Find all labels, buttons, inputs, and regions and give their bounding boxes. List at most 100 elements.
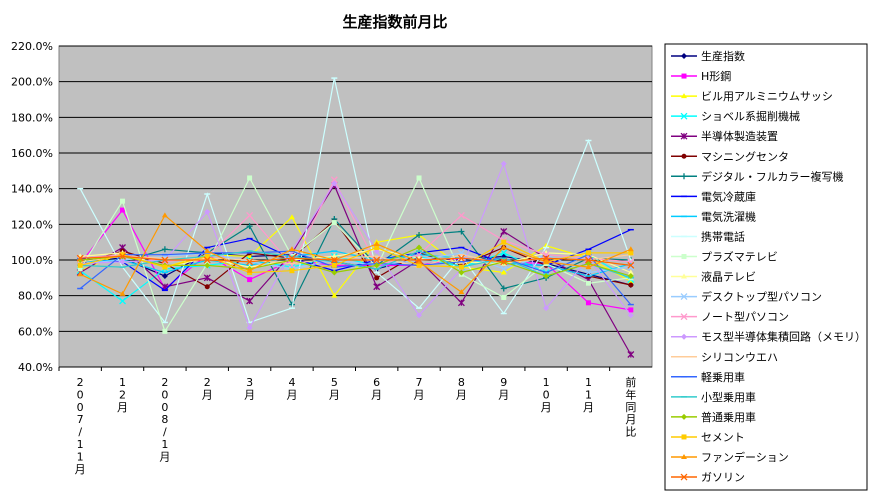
legend-marker: [681, 153, 687, 159]
y-tick-label: 120.0%: [11, 218, 53, 231]
series-22: [76, 252, 635, 269]
series-line: [80, 217, 631, 306]
legend-label: シリコンウエハ: [701, 351, 778, 364]
legend-label: ファンデーション: [701, 450, 789, 464]
data-point: [585, 300, 591, 306]
legend-label: 小型乗用車: [701, 390, 756, 404]
legend-item: 半導体製造装置: [671, 129, 778, 143]
data-point: [500, 160, 507, 167]
series-line: [80, 161, 632, 330]
legend-marker: [681, 413, 687, 420]
data-point: [585, 264, 592, 270]
legend-item: マシニングセンタ: [671, 149, 789, 163]
series-line: [80, 219, 631, 288]
data-point: [77, 262, 83, 268]
data-point: [416, 262, 422, 268]
data-point: [543, 305, 550, 312]
data-point: [627, 312, 634, 319]
y-tick-label: 60.0%: [18, 325, 53, 338]
series-line: [80, 178, 631, 267]
data-point: [542, 254, 550, 262]
data-point: [500, 244, 507, 250]
legend-marker: [680, 132, 688, 140]
y-tick-label: 180.0%: [11, 111, 53, 124]
y-axis-ticks: 40.0% 60.0% 80.0% 100.0% 120.0% 140.0% 160.0% 1…: [11, 40, 53, 374]
y-tick-label: 220.0%: [11, 40, 53, 53]
legend-label: 液晶テレビ: [701, 270, 756, 284]
data-point: [246, 324, 253, 331]
data-point: [627, 351, 635, 358]
plot-area: [58, 45, 653, 368]
legend-label: プラズマテレビ: [701, 250, 778, 264]
data-point: [330, 256, 338, 264]
data-point: [458, 264, 464, 270]
legend-item: デスクトップ型パソコン: [671, 290, 822, 304]
legend-item: H形鋼: [671, 69, 731, 83]
data-point: [500, 269, 507, 275]
data-point: [119, 258, 126, 265]
data-point: [627, 278, 634, 284]
data-point: [289, 268, 295, 274]
series-line: [80, 250, 631, 277]
data-point: [543, 258, 550, 264]
data-point: [120, 252, 126, 258]
y-tick-label: 140.0%: [11, 183, 53, 196]
data-point: [501, 294, 507, 300]
data-point: [628, 282, 634, 288]
data-point: [543, 273, 550, 280]
legend-marker: [681, 173, 687, 180]
data-point: [416, 232, 423, 239]
legend-item: ファンデーション: [671, 450, 789, 464]
legend-label: H形鋼: [701, 69, 731, 83]
legend-item: セメント: [671, 431, 745, 444]
x-tick-label: 2 0 0 7/1 1 月: [75, 376, 86, 476]
legend-marker: [681, 93, 687, 99]
data-point: [627, 261, 635, 269]
data-point: [119, 290, 126, 296]
data-point: [246, 297, 254, 305]
data-point: [204, 253, 210, 259]
legend-label: 半導体製造装置: [701, 129, 778, 143]
legend-label: モス型半導体集積回路（メモリ）: [701, 330, 866, 344]
data-point: [543, 242, 550, 248]
data-point: [373, 240, 380, 246]
y-tick-label: 100.0%: [11, 254, 53, 267]
legend-item: 電気冷蔵庫: [671, 189, 756, 203]
data-point: [161, 246, 168, 253]
legend-marker: [681, 454, 687, 459]
data-point: [585, 269, 592, 276]
data-point: [373, 256, 381, 264]
data-point: [330, 176, 338, 184]
legend-item: 普通乗用車: [671, 410, 756, 424]
data-point: [76, 254, 84, 262]
data-point: [373, 283, 381, 291]
data-point: [627, 246, 634, 252]
data-point: [203, 274, 211, 282]
data-point: [162, 328, 168, 334]
data-point: [204, 208, 211, 215]
legend-label: 電気洗濯機: [701, 209, 756, 223]
legend: 生産指数 H形鋼ビル用アルミニウムサッシショベル系掘削機械半導体製造装置マシニング…: [671, 49, 866, 484]
data-point: [161, 256, 169, 264]
legend-item: 軽乗用車: [671, 370, 745, 384]
data-point: [501, 239, 507, 245]
data-point: [416, 244, 423, 251]
data-point: [415, 256, 423, 264]
legend-item: 生産指数: [671, 49, 745, 63]
legend-label: ビル用アルミニウムサッシ: [701, 90, 833, 103]
data-point: [457, 254, 465, 262]
data-point: [457, 211, 465, 219]
legend-item: デジタル・フルカラー複写機: [671, 169, 843, 183]
data-point: [331, 292, 338, 298]
data-point: [627, 269, 634, 275]
legend-item: ショベル系掘削機械: [671, 109, 800, 123]
data-point: [204, 284, 210, 290]
